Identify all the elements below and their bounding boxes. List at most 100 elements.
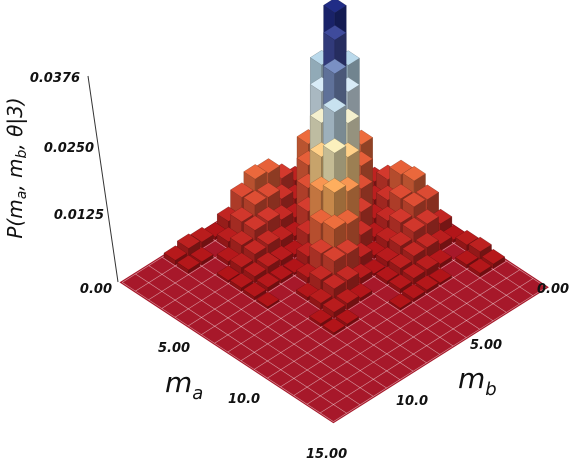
z-tick-label: 0.0250 xyxy=(44,141,94,156)
bar-face xyxy=(229,273,254,289)
bar-face xyxy=(230,182,254,198)
floor-gridline xyxy=(122,282,334,422)
floor-gridline xyxy=(135,273,347,414)
bar-face xyxy=(402,263,426,279)
bar-face xyxy=(256,158,281,174)
bar-face xyxy=(415,184,439,200)
bar-face xyxy=(243,239,267,255)
bar-face xyxy=(428,249,452,265)
bar-face xyxy=(335,265,360,281)
bar-face xyxy=(190,246,214,262)
bar xyxy=(388,293,412,311)
bar-face xyxy=(176,255,201,271)
bar-face xyxy=(243,282,267,298)
bar-face xyxy=(256,206,280,222)
bar xyxy=(335,309,359,327)
bar xyxy=(309,308,333,327)
bar-face xyxy=(402,217,426,233)
bar-face xyxy=(428,229,453,245)
floor-gridline xyxy=(188,240,401,380)
z-tick-label: 0.0125 xyxy=(54,208,104,223)
bar-face xyxy=(323,25,347,41)
ma-tick-label: 10.0 xyxy=(228,392,260,407)
bar-face xyxy=(322,274,346,290)
bar-face xyxy=(322,138,347,154)
bar xyxy=(229,273,254,292)
ma-axis-title: ma xyxy=(165,366,203,404)
floor-gridline xyxy=(293,260,507,396)
bar-face xyxy=(243,190,267,206)
z-axis-line xyxy=(87,75,119,283)
floor-gridline xyxy=(306,269,520,405)
bar xyxy=(243,261,267,283)
bar-face xyxy=(190,227,214,243)
bar-face xyxy=(415,209,439,225)
bar-face xyxy=(389,183,413,199)
bar-face xyxy=(468,236,492,252)
ma-tick-label: 15.00 xyxy=(306,447,347,462)
chart-axes: 0.0376 0.0250 0.0125 0.00 P(ma, mb, θ|3)… xyxy=(3,71,569,462)
bar-face xyxy=(349,283,373,299)
bar-face xyxy=(309,238,333,254)
chart-bars xyxy=(163,0,505,336)
bar-face xyxy=(177,233,201,249)
bar-face xyxy=(402,166,426,182)
mb-axis-title: mb xyxy=(458,362,497,400)
bar-face xyxy=(256,272,280,288)
bar-face xyxy=(309,265,333,281)
bar-face xyxy=(388,293,412,309)
bar-face xyxy=(336,209,360,225)
bar-face xyxy=(243,215,267,231)
bar-face xyxy=(481,249,505,265)
z-axis-title: P(ma, mb, θ|3) xyxy=(3,97,30,238)
bar-face xyxy=(335,309,359,325)
bar-face xyxy=(335,288,359,304)
bar-face xyxy=(322,177,347,193)
bar xyxy=(481,249,505,269)
bar-face xyxy=(309,308,333,324)
bar-face xyxy=(415,275,439,291)
ma-tick-label: 5.00 xyxy=(158,341,190,356)
mb-tick-label: 0.00 xyxy=(537,282,569,297)
bar xyxy=(322,317,346,336)
bar-face xyxy=(428,268,452,284)
bar-face xyxy=(243,164,267,180)
bar-face xyxy=(349,263,373,279)
bar-face xyxy=(163,245,187,261)
bar-face xyxy=(256,252,280,268)
bar-face xyxy=(243,261,267,277)
bar-face xyxy=(389,208,413,224)
bar-face xyxy=(322,317,346,333)
bar-face xyxy=(216,265,240,281)
bar xyxy=(322,297,346,319)
bar xyxy=(468,258,492,277)
bar-face xyxy=(269,245,293,261)
z-tick-label: 0.0376 xyxy=(30,71,80,86)
bar-face xyxy=(455,249,479,265)
bar-face xyxy=(415,254,439,270)
floor-gridline xyxy=(175,248,387,389)
bar-face xyxy=(256,291,280,307)
bar-face xyxy=(388,253,413,269)
bar-face xyxy=(229,252,254,268)
bar-face xyxy=(455,230,479,246)
floor-gridline xyxy=(161,256,374,397)
bar-face xyxy=(309,288,333,304)
bar xyxy=(176,255,201,274)
z-tick-label: 0.00 xyxy=(80,282,112,297)
bar-face xyxy=(323,97,347,113)
mb-tick-label: 5.00 xyxy=(470,338,502,353)
bar-face xyxy=(389,231,413,247)
bar-face xyxy=(402,241,426,257)
bar-face xyxy=(230,230,254,246)
bar-face xyxy=(375,246,399,262)
bar xyxy=(415,275,439,294)
bar-face xyxy=(468,258,492,274)
bar-face xyxy=(269,265,293,281)
mb-tick-label: 10.0 xyxy=(396,394,428,409)
bar-face xyxy=(323,0,347,13)
bar-face xyxy=(335,239,360,255)
floor-gridline xyxy=(333,286,547,422)
bar-face xyxy=(256,229,280,245)
